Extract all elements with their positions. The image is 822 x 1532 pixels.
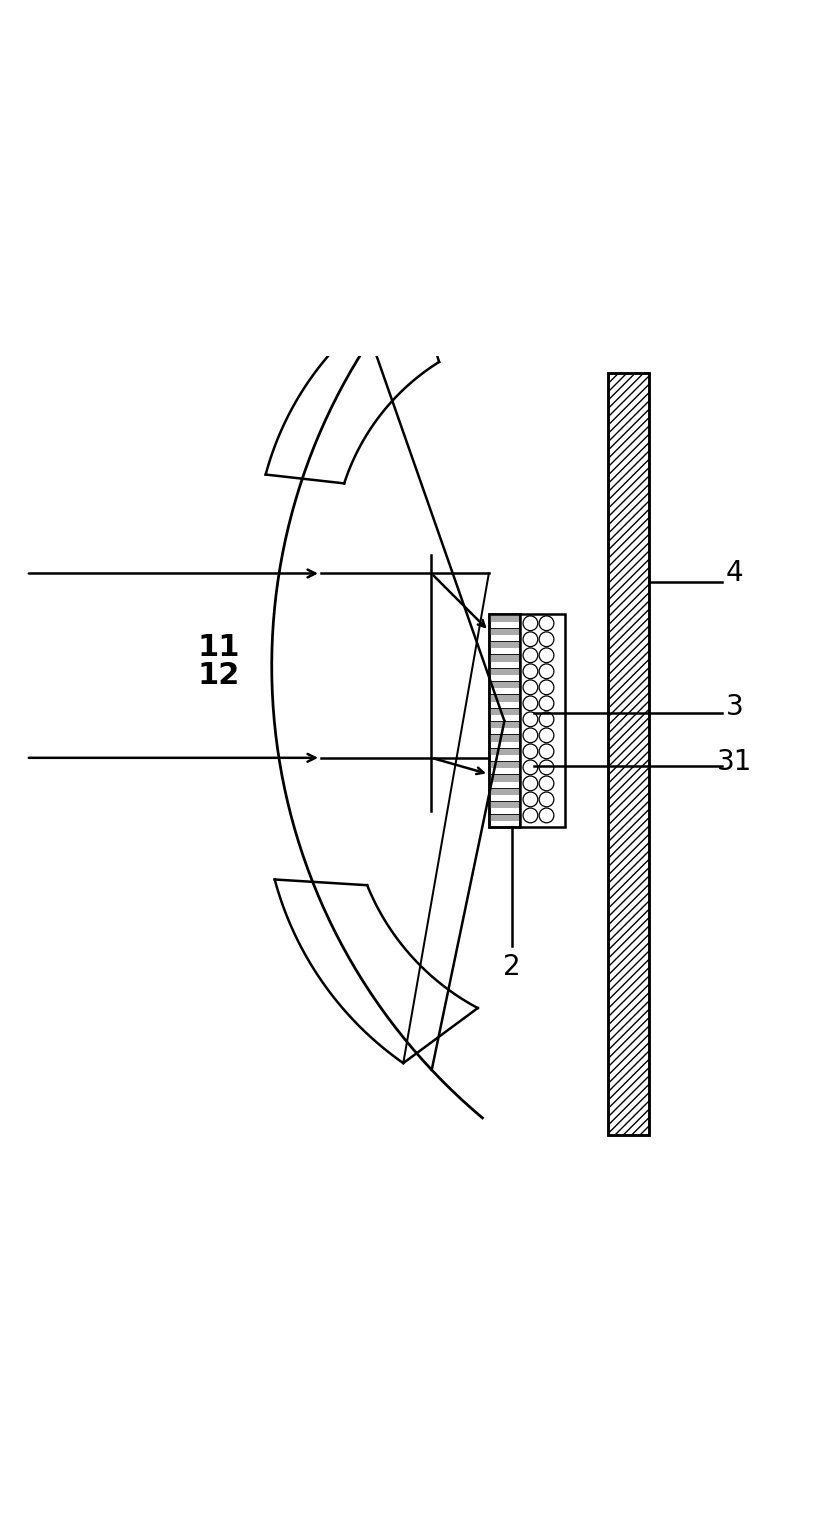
Text: 31: 31 xyxy=(717,748,752,775)
Bar xyxy=(489,722,520,728)
Bar xyxy=(489,734,520,741)
Text: 4: 4 xyxy=(726,559,743,587)
Bar xyxy=(489,614,520,827)
Bar xyxy=(489,694,520,702)
Bar xyxy=(520,614,565,827)
Bar xyxy=(489,761,520,768)
Bar xyxy=(489,774,520,781)
Bar xyxy=(489,614,520,827)
Bar xyxy=(489,654,520,662)
Bar xyxy=(489,614,520,622)
Bar xyxy=(489,682,520,688)
Bar xyxy=(489,668,520,676)
Text: 11: 11 xyxy=(197,633,240,662)
Text: 2: 2 xyxy=(503,953,520,980)
FancyBboxPatch shape xyxy=(607,372,649,1135)
Bar xyxy=(489,787,520,795)
Bar xyxy=(489,628,520,636)
Text: 12: 12 xyxy=(197,662,240,691)
Text: 3: 3 xyxy=(726,692,743,722)
Bar xyxy=(489,813,520,821)
Bar xyxy=(489,640,520,648)
Bar xyxy=(489,748,520,755)
Bar xyxy=(489,708,520,715)
Bar xyxy=(489,801,520,809)
